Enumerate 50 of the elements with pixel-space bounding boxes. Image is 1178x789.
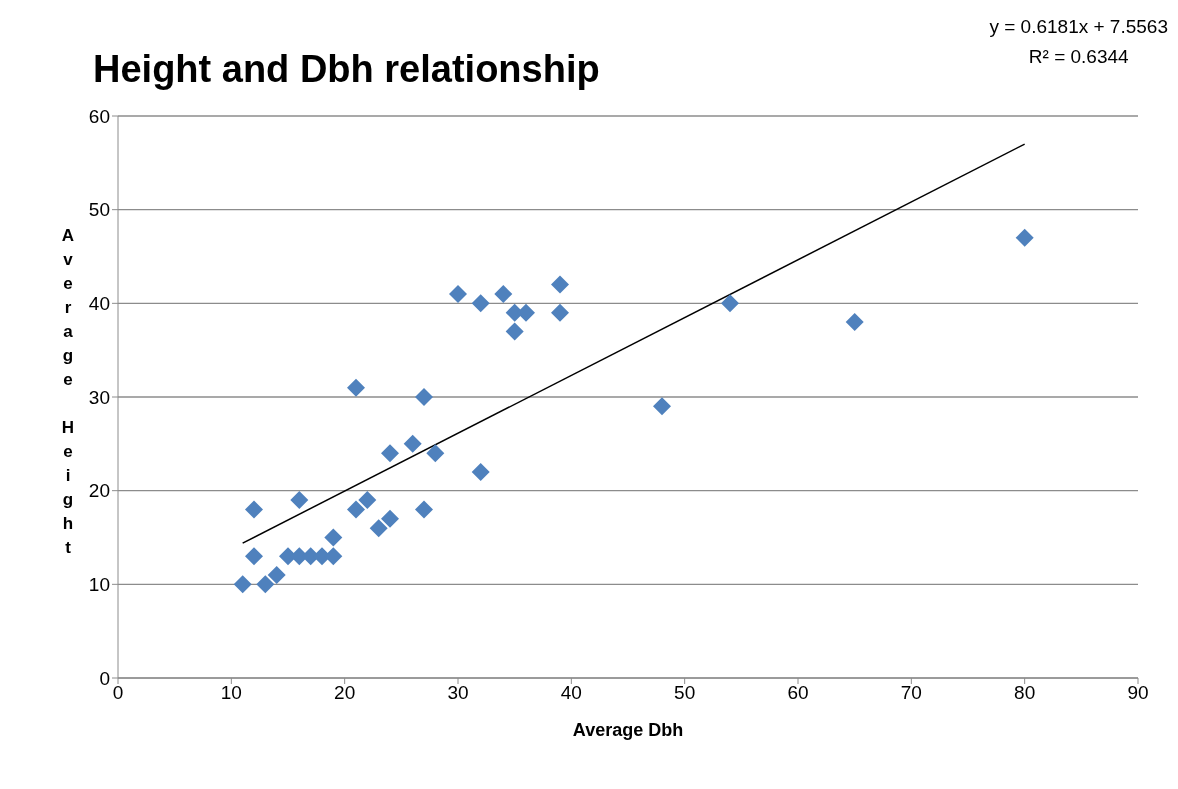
text: Average Height [61,226,75,557]
point [358,491,377,510]
x-tick-label: 10 [220,682,242,704]
point [324,528,343,547]
point [551,275,569,294]
point [426,444,445,463]
x-tick-label: 30 [447,682,469,704]
point [1015,228,1034,247]
y-tick-label: 60 [88,105,110,127]
point [471,294,490,313]
y-tick-label: 10 [88,574,110,596]
point [505,322,524,341]
x-tick-label: 60 [787,682,809,704]
point [449,284,467,303]
x-axis-title: Average Dbh [572,720,684,740]
point [653,397,671,416]
text: y = 0.6181x + 7.5563 [989,15,1168,39]
x-tick-label: 40 [560,682,582,704]
y-tick-label: 20 [88,480,110,502]
point [415,388,433,406]
point [381,509,399,528]
x-tick-label: 80 [1014,682,1036,704]
point [415,500,433,519]
x-tick-label: 70 [900,682,922,704]
y-tick-label: 50 [88,199,110,221]
point [381,444,399,463]
y-tick-label: 40 [88,293,110,315]
point [347,378,365,397]
point [267,565,286,584]
point [369,519,388,538]
point [256,575,275,594]
x-tick-label: 90 [1127,682,1149,704]
text: R² = 0.6344 [1027,45,1130,69]
x-tick-label: 20 [334,682,356,704]
point [245,500,263,519]
point [403,434,422,453]
y-tick-label: 30 [88,386,110,408]
point [290,491,309,510]
point [347,500,365,519]
point [245,547,263,566]
point [845,313,864,332]
chart-title: Height and Dbh relationship [93,48,600,91]
point [721,294,739,313]
x-tick-label: 0 [112,682,124,704]
point [494,284,513,303]
point [551,303,569,322]
y-tick-label: 0 [99,667,110,689]
point [471,462,490,481]
x-tick-label: 50 [674,682,696,704]
point [233,575,252,594]
